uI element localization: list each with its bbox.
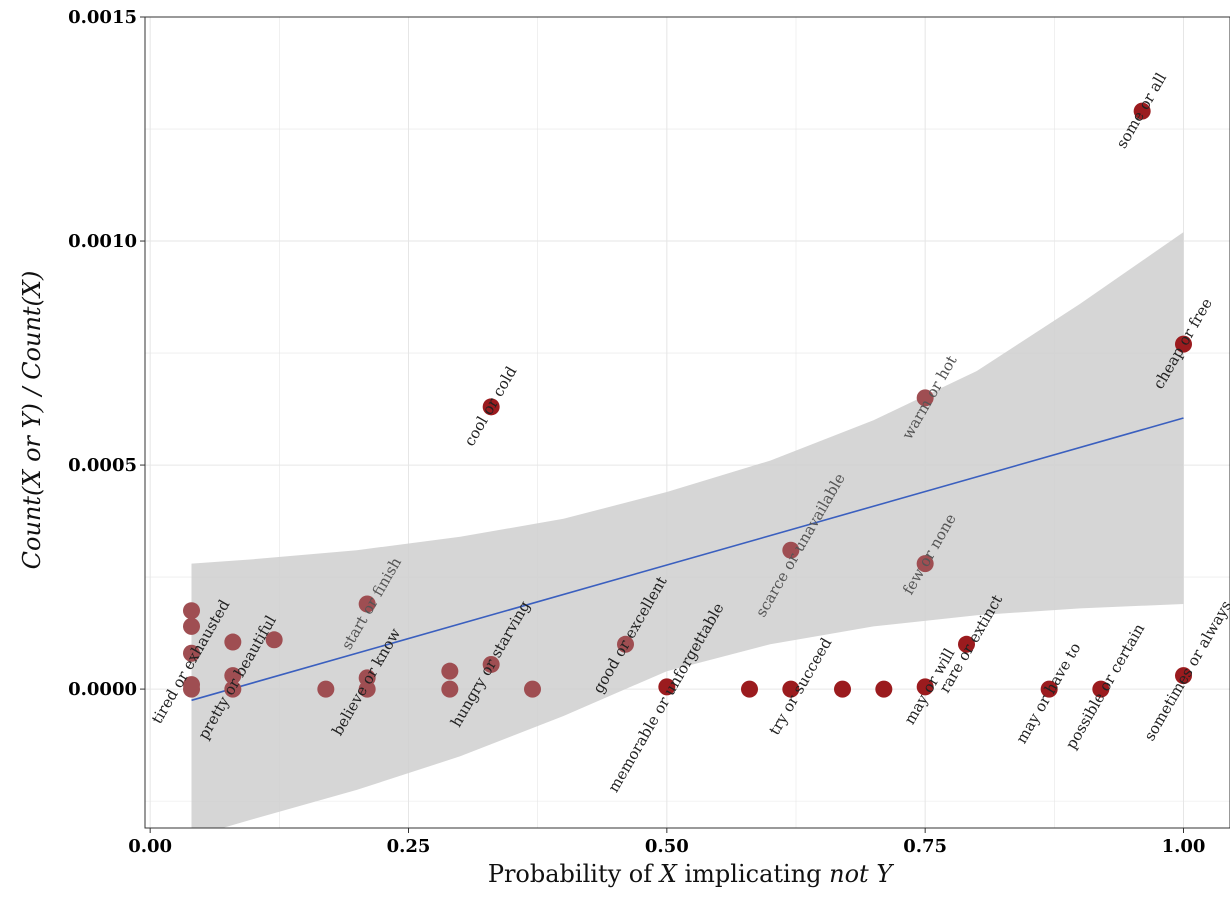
point-label: possible or certain — [1062, 620, 1149, 752]
data-point — [834, 680, 851, 698]
data-point — [916, 555, 934, 573]
data-points — [183, 102, 1192, 698]
data-point — [224, 633, 242, 651]
data-point — [1175, 667, 1192, 685]
data-point — [916, 678, 934, 696]
data-point — [658, 678, 676, 696]
x-title-prefix: Probability of — [488, 860, 660, 888]
data-point — [782, 680, 800, 698]
data-point — [1133, 102, 1151, 120]
data-point — [358, 680, 376, 698]
data-point — [317, 680, 335, 698]
data-point — [524, 680, 541, 698]
point-label: sometimes or always — [1140, 597, 1230, 744]
data-point — [1092, 680, 1110, 698]
data-point — [441, 680, 459, 698]
regression-line — [191, 417, 1184, 702]
x-axis-ticks: 0.00 0.25 0.50 0.75 1.00 — [128, 828, 1205, 857]
data-point — [358, 595, 376, 613]
data-point — [782, 541, 800, 559]
data-point — [224, 667, 242, 685]
fit-line — [191, 417, 1184, 702]
data-point — [224, 680, 242, 698]
data-point — [482, 398, 500, 416]
data-point — [441, 662, 459, 680]
point-label: try or succeed — [765, 634, 835, 738]
point-label: cool or cold — [460, 363, 520, 449]
x-title-middle: implicating — [677, 860, 829, 888]
x-tick-label: 0.50 — [645, 836, 689, 857]
data-point — [958, 635, 975, 653]
data-point — [1040, 680, 1058, 698]
point-label: some or all — [1113, 70, 1171, 152]
data-point — [875, 680, 893, 698]
confidence-ribbon — [191, 232, 1184, 828]
data-point — [482, 655, 500, 673]
y-tick-label: 0.0015 — [68, 7, 137, 28]
y-tick-label: 0.0005 — [68, 455, 137, 476]
x-title-x: X — [658, 860, 678, 888]
panel-border — [144, 16, 1230, 829]
x-tick-label: 0.75 — [903, 836, 947, 857]
y-axis-title: Count(X or Y) / Count(X) — [18, 271, 46, 570]
data-point — [617, 635, 634, 653]
data-point — [741, 680, 758, 698]
data-point — [183, 644, 200, 662]
data-point — [183, 680, 200, 698]
data-point — [916, 389, 934, 407]
y-tick-label: 0.0000 — [68, 679, 137, 700]
data-point — [1175, 335, 1192, 353]
ribbon-band — [191, 232, 1184, 828]
x-tick-label: 1.00 — [1162, 836, 1206, 857]
x-tick-label: 0.25 — [387, 836, 431, 857]
y-tick-label: 0.0010 — [68, 231, 137, 252]
data-point — [183, 617, 200, 635]
x-axis-title: Probability of X implicating not Y — [488, 860, 895, 888]
x-title-not-y: not Y — [829, 860, 894, 888]
data-point — [183, 602, 200, 620]
y-axis-ticks: 0.0000 0.0005 0.0010 0.0015 — [68, 7, 145, 700]
x-tick-label: 0.00 — [128, 836, 172, 857]
data-point — [265, 631, 283, 649]
